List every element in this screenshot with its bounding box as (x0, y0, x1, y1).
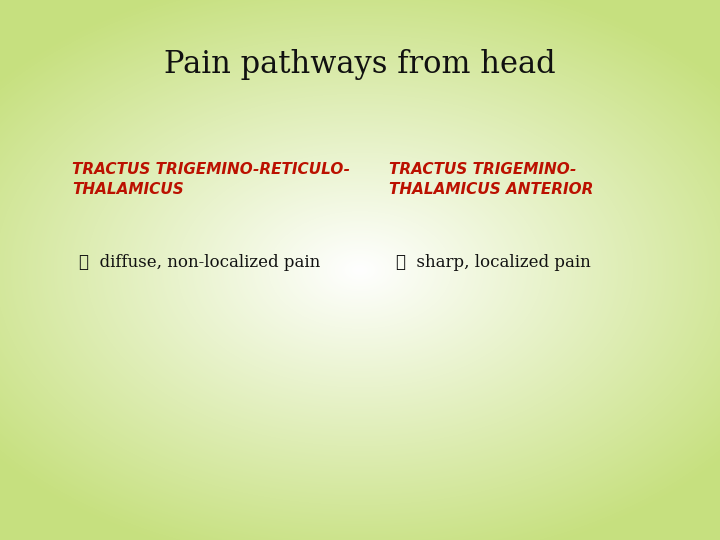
Text: Pain pathways from head: Pain pathways from head (164, 49, 556, 79)
Text: ⬜  diffuse, non-localized pain: ⬜ diffuse, non-localized pain (79, 254, 320, 271)
Text: TRACTUS TRIGEMINO-
THALAMICUS ANTERIOR: TRACTUS TRIGEMINO- THALAMICUS ANTERIOR (389, 162, 593, 197)
Text: TRACTUS TRIGEMINO-RETICULO-
THALAMICUS: TRACTUS TRIGEMINO-RETICULO- THALAMICUS (72, 162, 350, 197)
Text: ⬜  sharp, localized pain: ⬜ sharp, localized pain (396, 254, 590, 271)
